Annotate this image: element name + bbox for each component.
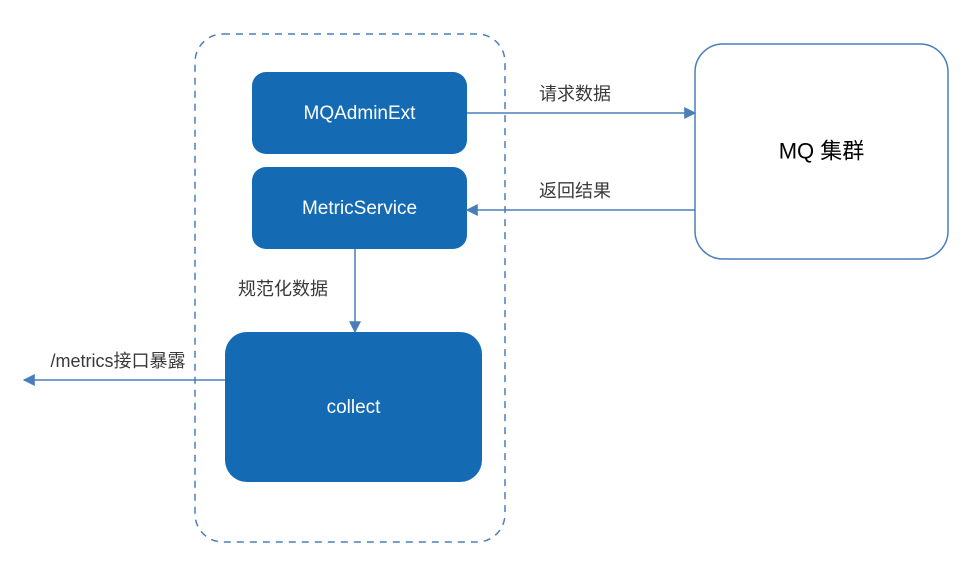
node-mqadminext: MQAdminExt	[252, 72, 467, 154]
node-metricservice: MetricService	[252, 167, 467, 249]
flowchart-canvas: MQAdminExt MetricService collect MQ 集群 请…	[0, 0, 979, 588]
node-mqadminext-label: MQAdminExt	[304, 103, 417, 124]
edge-label-request: 请求数据	[539, 84, 611, 104]
edge-label-normalize: 规范化数据	[238, 279, 328, 299]
node-collect: collect	[225, 332, 482, 482]
edge-label-metrics: /metrics接口暴露	[51, 351, 186, 371]
node-mqcluster-label: MQ 集群	[779, 138, 865, 163]
node-metricservice-label: MetricService	[302, 198, 417, 219]
node-mqcluster: MQ 集群	[695, 44, 948, 259]
node-collect-label: collect	[327, 397, 382, 418]
edge-label-response: 返回结果	[539, 181, 611, 201]
